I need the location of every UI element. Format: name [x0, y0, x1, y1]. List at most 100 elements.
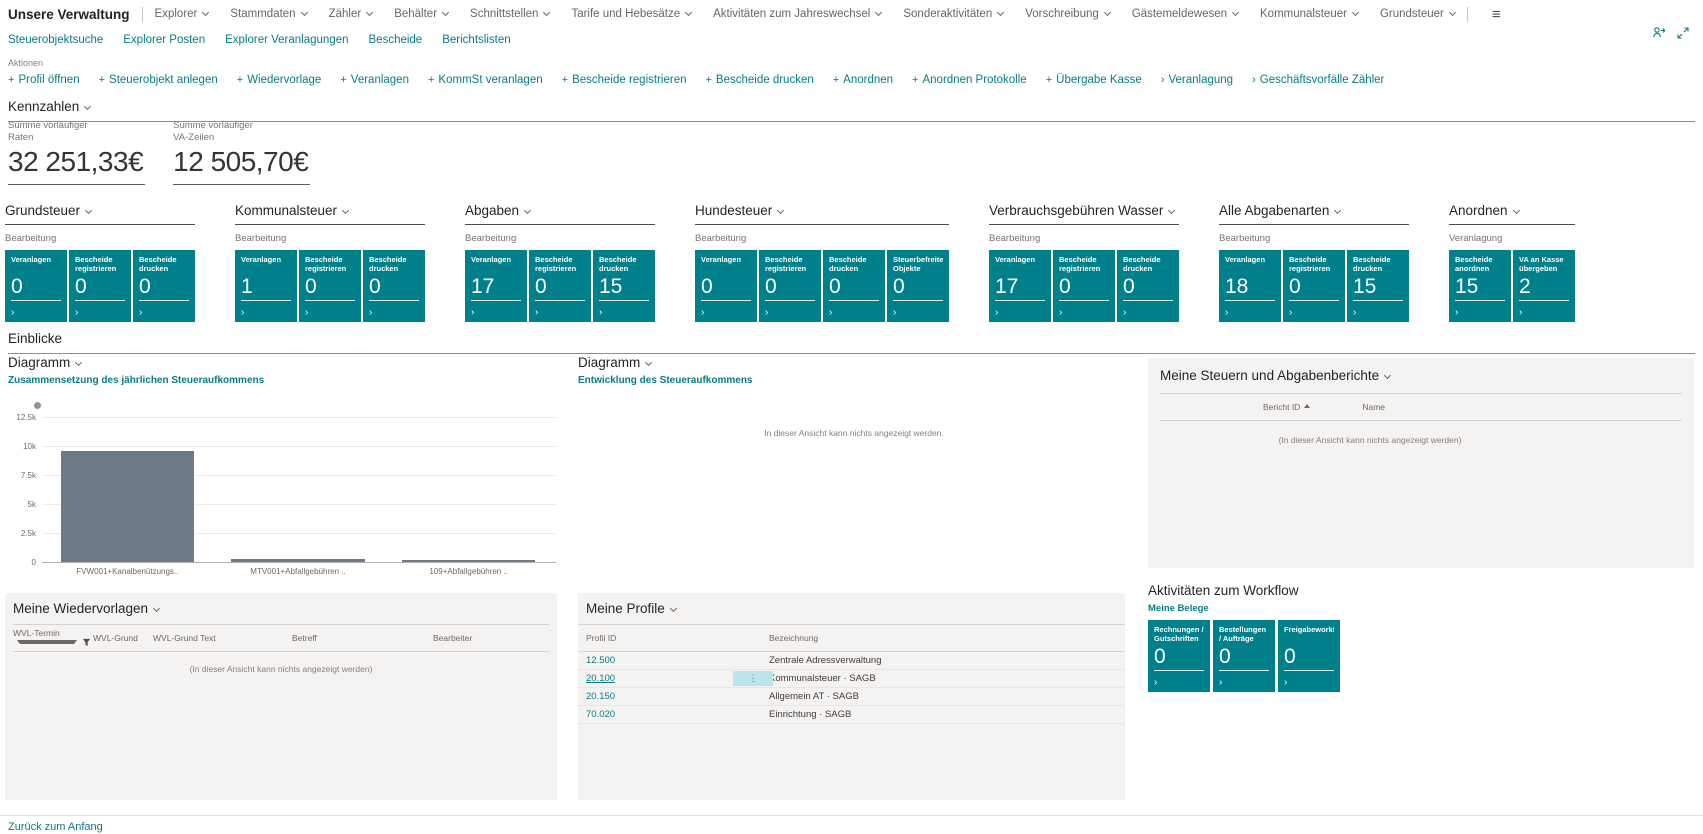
cue-tile[interactable]: Bescheide drucken 15 ›: [1347, 250, 1409, 322]
profile-id-link[interactable]: 20.150: [586, 691, 616, 702]
bar[interactable]: [231, 559, 365, 562]
cue-tile[interactable]: Bescheide registrieren 0 ›: [1283, 250, 1345, 322]
workflow-tile[interactable]: Bestellungen / Aufträge 0 ›: [1213, 620, 1275, 692]
cue-tile[interactable]: Bescheide drucken 0 ›: [1117, 250, 1179, 322]
cue-tile[interactable]: Bescheide drucken 0 ›: [133, 250, 195, 322]
kpi[interactable]: Summe vorläufiger VA-Zeilen 12 505,70€: [173, 120, 311, 185]
chevron-down-icon: [153, 604, 161, 613]
sub-nav-item[interactable]: Explorer Veranlagungen: [225, 34, 349, 46]
profile-id-link[interactable]: 70.020: [586, 709, 616, 720]
top-nav-item[interactable]: Zähler: [329, 8, 374, 20]
table-row[interactable]: 12.500 Zentrale Adressverwaltung: [578, 652, 1125, 669]
cue-tile[interactable]: Bescheide anordnen 15 ›: [1449, 250, 1511, 322]
cue-tile[interactable]: Bescheide registrieren 0 ›: [69, 250, 131, 322]
kpi[interactable]: Summe vorläufiger Raten 32 251,33€: [8, 120, 146, 185]
action-button[interactable]: + Wiedervorlage: [237, 74, 322, 86]
cue-tile[interactable]: Veranlagen 17 ›: [465, 250, 527, 322]
cue-group-title[interactable]: Hundesteuer: [695, 203, 949, 225]
action-button[interactable]: + Bescheide registrieren: [562, 74, 687, 86]
bar[interactable]: [60, 450, 194, 562]
cue-tile[interactable]: Veranlagen 0 ›: [5, 250, 67, 322]
cue-group-title[interactable]: Abgaben: [465, 203, 655, 225]
cue-tile[interactable]: Veranlagen 18 ›: [1219, 250, 1281, 322]
cue-group-title[interactable]: Grundsteuer: [5, 203, 195, 225]
selected-cell-menu[interactable]: ⋮: [733, 671, 773, 686]
chart2-link[interactable]: Entwicklung des Steueraufkommens: [578, 375, 753, 386]
top-nav-item[interactable]: Schnittstellen: [470, 8, 551, 20]
top-nav-item[interactable]: Behälter: [394, 8, 450, 20]
chart1-title[interactable]: Diagramm: [8, 355, 560, 370]
cue-tile[interactable]: Bescheide registrieren 0 ›: [299, 250, 361, 322]
kennzahlen-title[interactable]: Kennzahlen: [8, 99, 92, 114]
action-button[interactable]: + Übergabe Kasse: [1046, 74, 1142, 86]
reports-panel-title[interactable]: Meine Steuern und Abgabenberichte: [1160, 368, 1682, 383]
annual-tax-chart-plot: 12.5k 10k 7.5k 5k 2.5k 0 FVW001+Kanalbenützung…: [8, 413, 560, 582]
column-header[interactable]: Bezeichnung: [769, 633, 819, 643]
cue-tile[interactable]: Bescheide registrieren 0 ›: [759, 250, 821, 322]
top-nav-item[interactable]: Aktivitäten zum Jahreswechsel: [713, 8, 883, 20]
cue-tile[interactable]: Steuerbefreite Objekte 0 ›: [887, 250, 949, 322]
workflow-caption[interactable]: Meine Belege: [1148, 603, 1209, 614]
column-header[interactable]: Name: [1362, 402, 1386, 412]
cue-tile[interactable]: Bescheide registrieren 0 ›: [1053, 250, 1115, 322]
cue-tile[interactable]: Veranlagen 17 ›: [989, 250, 1051, 322]
top-nav-item[interactable]: Explorer: [155, 8, 210, 20]
cue-tile[interactable]: VA an Kasse übergeben 2 ›: [1513, 250, 1575, 322]
cue-tile[interactable]: Bescheide drucken 0 ›: [363, 250, 425, 322]
action-button[interactable]: + Bescheide drucken: [705, 74, 813, 86]
table-row[interactable]: 20.100 Kommunalsteuer · SAGB ⋮: [578, 670, 1125, 687]
cue-tile[interactable]: Veranlagen 1 ›: [235, 250, 297, 322]
action-button[interactable]: + Anordnen Protokolle: [912, 74, 1027, 86]
profile-id-link[interactable]: 12.500: [586, 655, 616, 666]
cue-tile[interactable]: Veranlagen 0 ›: [695, 250, 757, 322]
column-header[interactable]: Bearbeiter: [433, 633, 473, 643]
cue-group-title[interactable]: Alle Abgabenarten: [1219, 203, 1409, 225]
top-nav-item[interactable]: Grundsteuer: [1380, 8, 1456, 20]
action-button[interactable]: + KommSt veranlagen: [428, 74, 543, 86]
column-header[interactable]: WVL-Grund Text: [153, 633, 216, 643]
app-title[interactable]: Unsere Verwaltung: [8, 6, 130, 22]
column-header[interactable]: Bericht ID: [1263, 402, 1311, 412]
top-nav-item[interactable]: Sonderaktivitäten: [903, 8, 1005, 20]
cue-group-title[interactable]: Anordnen: [1449, 203, 1575, 225]
chart1-link[interactable]: Zusammensetzung des jährlichen Steuerauf…: [8, 375, 265, 386]
sub-nav-item[interactable]: Explorer Posten: [123, 34, 206, 46]
top-nav-item[interactable]: Gästemeldewesen: [1132, 8, 1240, 20]
wiedervorlagen-title[interactable]: Meine Wiedervorlagen: [13, 601, 549, 616]
workflow-tile[interactable]: Freigabeworkfl... 0 ›: [1278, 620, 1340, 692]
table-row[interactable]: 20.150 Allgemein AT · SAGB: [578, 688, 1125, 705]
top-nav-item[interactable]: Vorschreibung: [1025, 8, 1111, 20]
action-button[interactable]: + Steuerobjekt anlegen: [99, 74, 218, 86]
action-button[interactable]: + Anordnen: [833, 74, 893, 86]
cue-tile[interactable]: Bescheide drucken 15 ›: [593, 250, 655, 322]
top-navigation: Unsere Verwaltung Explorer Stammdaten Zä…: [0, 0, 1703, 28]
cue-group-title[interactable]: Verbrauchsgebühren Wasser: [989, 203, 1179, 225]
profile-id-link[interactable]: 20.100: [586, 673, 616, 684]
profile-title[interactable]: Meine Profile: [578, 601, 1125, 616]
sub-nav-item[interactable]: Berichtslisten: [442, 34, 511, 46]
cue-tile[interactable]: Bescheide registrieren 0 ›: [529, 250, 591, 322]
action-button[interactable]: + Veranlagen: [340, 74, 409, 86]
top-nav-item[interactable]: Kommunalsteuer: [1260, 8, 1359, 20]
column-header[interactable]: Profil ID: [586, 633, 617, 643]
cue-group-title[interactable]: Kommunalsteuer: [235, 203, 425, 225]
column-header[interactable]: WVL-Grund: [93, 633, 138, 643]
action-button[interactable]: › Veranlagung: [1161, 74, 1233, 86]
top-nav-item[interactable]: Tarife und Hebesätze: [571, 8, 693, 20]
chart2-title[interactable]: Diagramm: [578, 355, 1130, 370]
action-button[interactable]: › Geschäftsvorfälle Zähler: [1252, 74, 1384, 86]
sub-nav-item[interactable]: Steuerobjektsuche: [8, 34, 104, 46]
workflow-tile[interactable]: Rechnungen / Gutschriften 0 ›: [1148, 620, 1210, 692]
column-header[interactable]: WVL-Termin: [13, 628, 93, 648]
expand-icon[interactable]: [1677, 26, 1689, 39]
personalize-icon[interactable]: [1652, 26, 1665, 39]
table-row[interactable]: 70.020 Einrichtung · SAGB: [578, 706, 1125, 723]
back-to-top-link[interactable]: Zurück zum Anfang: [8, 821, 103, 833]
cue-tile[interactable]: Bescheide drucken 0 ›: [823, 250, 885, 322]
menu-icon[interactable]: ≡: [1491, 5, 1501, 23]
bar[interactable]: [402, 560, 536, 562]
sub-nav-item[interactable]: Bescheide: [368, 34, 423, 46]
column-header[interactable]: Betreff: [292, 633, 317, 643]
action-button[interactable]: + Profil öffnen: [8, 74, 80, 86]
top-nav-item[interactable]: Stammdaten: [230, 8, 308, 20]
